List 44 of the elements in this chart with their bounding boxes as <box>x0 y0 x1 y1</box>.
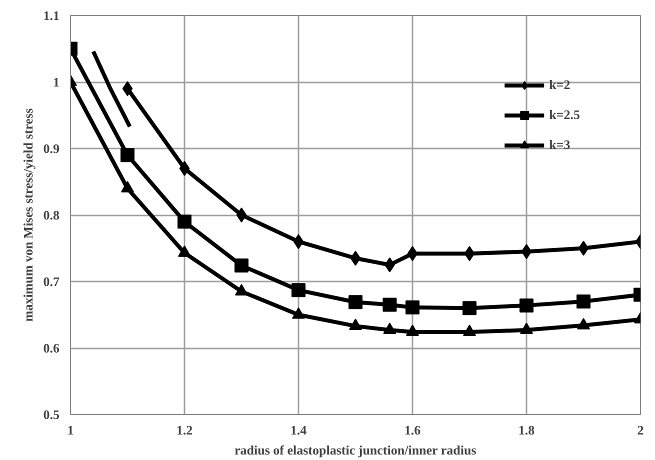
point <box>406 324 419 336</box>
point <box>236 208 247 222</box>
point <box>179 160 190 176</box>
x-tick-label: 1 <box>67 422 74 438</box>
y-tick-label: 0.9 <box>43 141 60 156</box>
legend-label: k=2 <box>549 77 570 93</box>
point <box>521 244 532 260</box>
point <box>520 298 534 312</box>
point <box>349 318 362 330</box>
y-tick-label: 1 <box>53 74 60 90</box>
y-tick-label: 0.7 <box>43 274 60 289</box>
point <box>383 322 396 334</box>
y-axis-title: maximum von Mises stress/yield stress <box>20 108 36 322</box>
point <box>406 300 420 314</box>
point <box>348 295 362 310</box>
y-tick-label: 0.8 <box>43 208 60 222</box>
point <box>577 318 590 330</box>
point <box>464 246 475 262</box>
x-tick-label: 1.8 <box>518 422 536 438</box>
point <box>292 283 306 298</box>
point <box>122 81 133 96</box>
point <box>350 250 361 266</box>
legend-label: k=2.5 <box>549 107 580 123</box>
point <box>576 294 590 308</box>
point <box>292 307 305 319</box>
point <box>293 234 304 250</box>
legend-label: k=3 <box>549 137 570 153</box>
point <box>178 214 192 229</box>
point <box>120 148 134 162</box>
x-tick-label: 1.4 <box>290 422 308 438</box>
point <box>520 322 533 334</box>
point <box>382 298 397 312</box>
y-tick-label: 0.6 <box>43 340 60 356</box>
point <box>578 240 589 256</box>
y-tick-label: 1.1 <box>43 8 60 23</box>
point <box>407 246 418 262</box>
x-tick-label: 1.2 <box>176 422 193 438</box>
x-axis-title: radius of elastoplastic junction/inner radius <box>234 442 476 458</box>
x-tick-label: 2 <box>637 422 644 438</box>
x-tick-label: 1.6 <box>404 422 422 438</box>
point <box>463 324 476 336</box>
point <box>234 258 248 273</box>
y-tick-label: 0.5 <box>43 407 60 422</box>
point <box>462 301 476 316</box>
